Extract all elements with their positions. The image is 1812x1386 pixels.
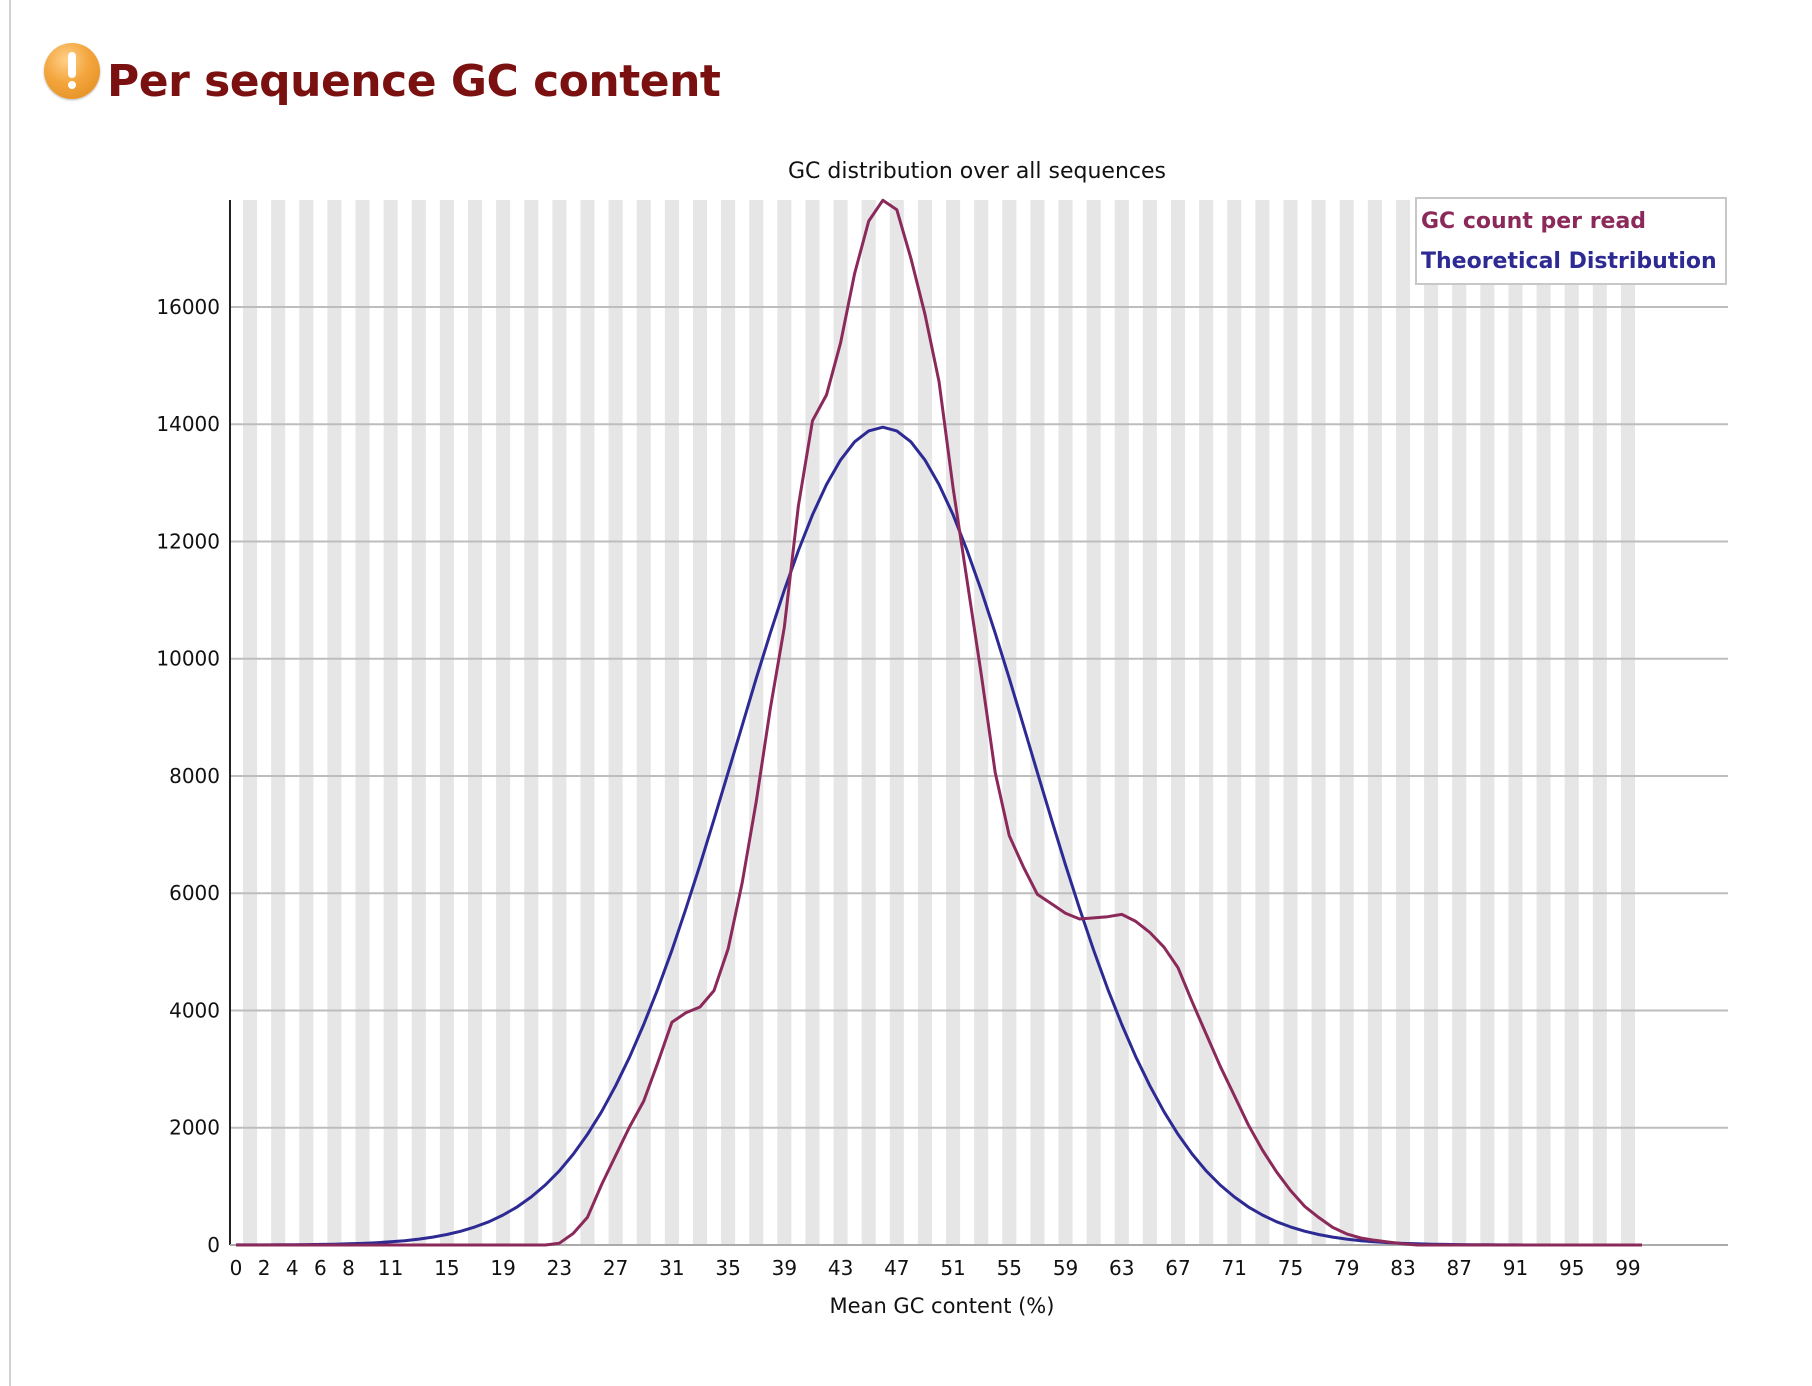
background-stripe (1170, 200, 1186, 1245)
page-left-border (9, 0, 11, 1386)
background-stripe (1339, 200, 1354, 1245)
x-tick-label: 6 (314, 1256, 327, 1280)
background-stripe (552, 200, 567, 1245)
y-tick-label: 2000 (169, 1116, 220, 1140)
x-tick-label: 95 (1559, 1256, 1584, 1280)
background-stripe (327, 200, 342, 1245)
x-tick-label: 47 (884, 1256, 909, 1280)
x-tick-label: 11 (378, 1256, 403, 1280)
legend: GC count per read Theoretical Distributi… (1415, 197, 1727, 285)
background-stripe (1452, 200, 1467, 1245)
background-stripe (608, 200, 623, 1245)
background-stripe (636, 200, 651, 1245)
background-stripe (1283, 200, 1298, 1245)
background-stripe (1536, 200, 1551, 1245)
warning-icon (44, 43, 100, 99)
background-stripe (1424, 200, 1439, 1245)
background-stripe (805, 200, 820, 1245)
x-tick-label: 39 (772, 1256, 797, 1280)
background-stripe (889, 200, 904, 1245)
background-stripe (664, 200, 679, 1245)
background-stripe (439, 200, 454, 1245)
background-stripe (974, 200, 989, 1245)
background-stripe (1311, 200, 1326, 1245)
background-stripe (1480, 200, 1495, 1245)
x-tick-label: 43 (828, 1256, 853, 1280)
x-tick-label: 31 (659, 1256, 684, 1280)
background-stripe (271, 200, 286, 1245)
y-tick-label: 8000 (169, 764, 220, 788)
x-axis-label: Mean GC content (%) (830, 1294, 1055, 1318)
background-stripe (580, 200, 595, 1245)
x-tick-label: 75 (1278, 1256, 1303, 1280)
x-tick-label: 91 (1503, 1256, 1528, 1280)
legend-theoretical: Theoretical Distribution (1421, 249, 1717, 274)
x-tick-label: 27 (603, 1256, 628, 1280)
background-stripe (1142, 200, 1157, 1245)
background-stripe (1620, 200, 1635, 1245)
background-stripe (749, 200, 764, 1245)
x-tick-label: 67 (1165, 1256, 1190, 1280)
background-stripe (1564, 200, 1579, 1245)
x-tick-label: 15 (434, 1256, 459, 1280)
x-tick-label: 55 (997, 1256, 1022, 1280)
background-stripe (411, 200, 426, 1245)
x-tick-label: 51 (940, 1256, 965, 1280)
x-tick-label: 99 (1615, 1256, 1640, 1280)
x-tick-label: 0 (230, 1256, 243, 1280)
background-stripe (1058, 200, 1073, 1245)
y-tick-label: 0 (207, 1233, 220, 1257)
background-stripe (946, 200, 961, 1245)
x-tick-label: 35 (715, 1256, 740, 1280)
y-tick-label: 10000 (156, 647, 220, 671)
background-stripe (1508, 200, 1523, 1245)
x-tick-label: 83 (1390, 1256, 1415, 1280)
x-tick-label: 71 (1222, 1256, 1247, 1280)
background-stripe (1114, 200, 1129, 1245)
background-stripe (1255, 200, 1270, 1245)
x-tick-label: 87 (1446, 1256, 1471, 1280)
background-stripe (299, 200, 314, 1245)
background-stripe (721, 200, 736, 1245)
background-stripe (383, 200, 398, 1245)
background-stripe (861, 200, 876, 1245)
background-stripe (1592, 200, 1607, 1245)
section-title: Per sequence GC content (107, 56, 721, 107)
background-stripe (496, 200, 511, 1245)
background-stripe (833, 200, 848, 1245)
x-tick-label: 79 (1334, 1256, 1359, 1280)
x-tick-label: 4 (286, 1256, 299, 1280)
background-stripe (1086, 200, 1101, 1245)
background-stripe (1002, 200, 1017, 1245)
background-stripe (1030, 200, 1045, 1245)
background-stripe (917, 200, 932, 1245)
y-tick-label: 12000 (156, 529, 220, 553)
background-stripe (1395, 200, 1411, 1245)
background-stripe (1227, 200, 1242, 1245)
y-tick-label: 4000 (169, 998, 220, 1022)
x-tick-label: 19 (490, 1256, 515, 1280)
y-tick-label: 16000 (156, 295, 220, 319)
background-stripe (524, 200, 539, 1245)
background-stripe (243, 200, 258, 1245)
background-stripe (467, 200, 483, 1245)
background-stripe (355, 200, 370, 1245)
background-stripe (1199, 200, 1214, 1245)
background-stripe (1367, 200, 1382, 1245)
x-tick-label: 23 (547, 1256, 572, 1280)
legend-gc-count: GC count per read (1421, 209, 1646, 234)
y-tick-label: 6000 (169, 881, 220, 905)
y-tick-label: 14000 (156, 412, 220, 436)
background-stripe (692, 200, 708, 1245)
x-tick-label: 2 (258, 1256, 271, 1280)
gc-count-per-read-line (236, 198, 1642, 1247)
x-tick-label: 63 (1109, 1256, 1134, 1280)
x-tick-label: 59 (1053, 1256, 1078, 1280)
x-tick-label: 8 (342, 1256, 355, 1280)
chart-title: GC distribution over all sequences (788, 159, 1166, 184)
background-stripe (777, 200, 792, 1245)
